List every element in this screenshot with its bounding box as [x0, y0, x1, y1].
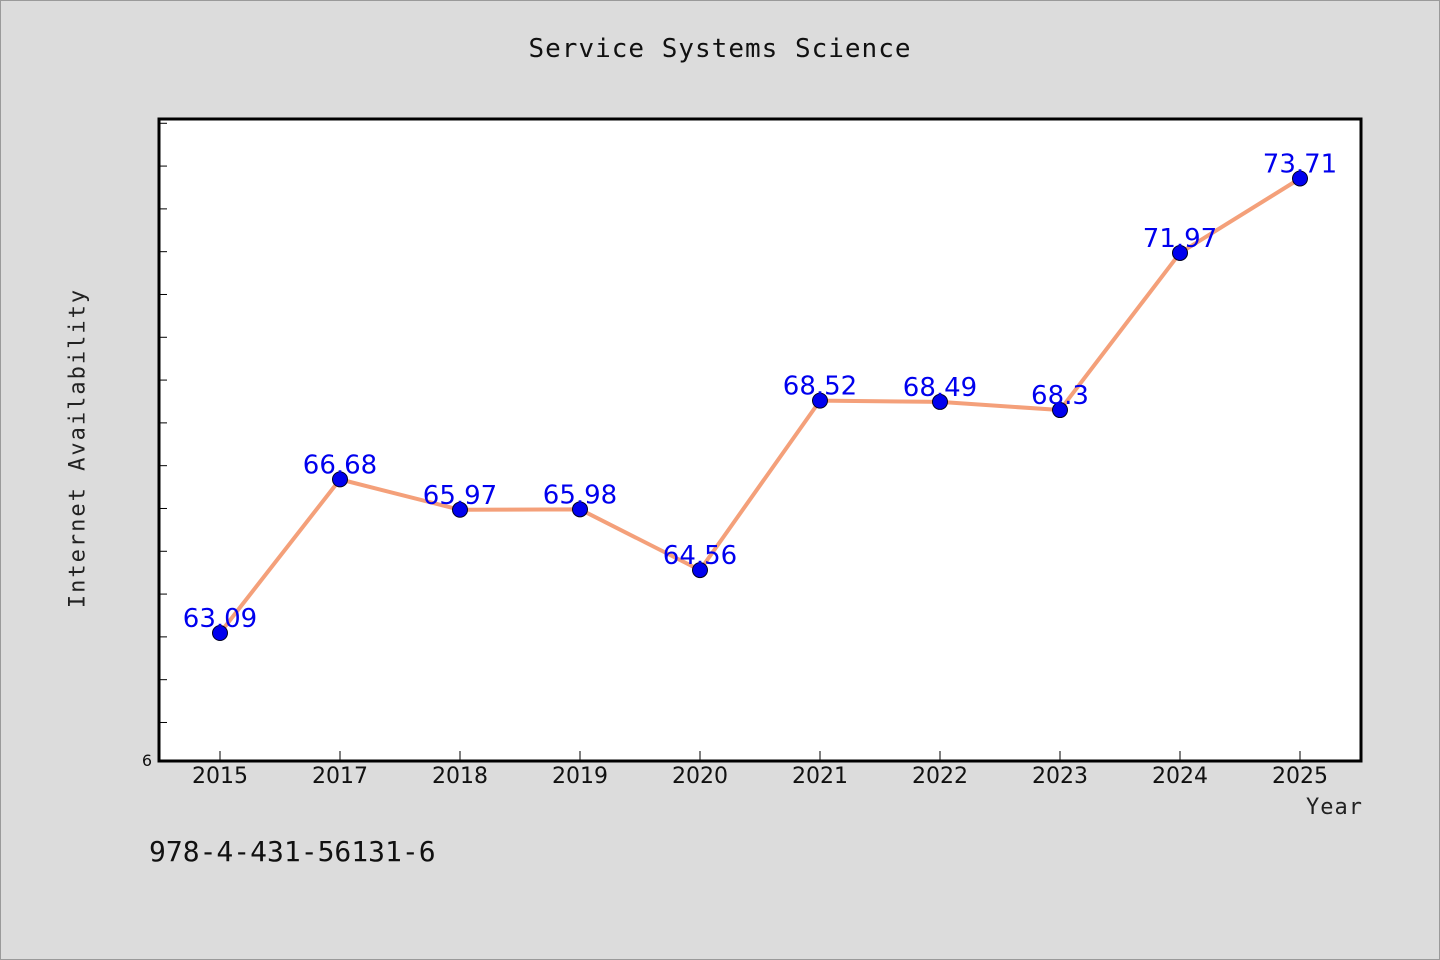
data-label: 71.97 [1143, 224, 1217, 254]
data-point [1292, 170, 1308, 187]
x-tick-label: 2018 [432, 764, 488, 789]
y-axis-ticks: 6 [142, 122, 167, 770]
data-point [692, 562, 708, 579]
x-tick-label: 2025 [1272, 764, 1328, 789]
data-point [452, 501, 468, 518]
x-tick-label: 2017 [312, 764, 368, 789]
x-axis-title: Year [1306, 795, 1363, 820]
data-label: 64.56 [663, 541, 737, 571]
chart-title: Service Systems Science [528, 34, 912, 64]
x-tick-label: 2019 [552, 764, 608, 789]
data-label: 65.97 [423, 481, 497, 511]
isbn-text: 978-4-431-56131-6 [149, 835, 436, 868]
data-label: 66.68 [303, 450, 377, 480]
data-label: 73.71 [1263, 149, 1337, 179]
x-tick-label: 2015 [192, 764, 248, 789]
x-tick-label: 2024 [1152, 764, 1208, 789]
data-point [332, 471, 348, 488]
data-point [932, 393, 948, 410]
y-tick-label: 6 [142, 751, 152, 770]
data-label: 68.49 [903, 373, 977, 403]
x-tick-label: 2022 [912, 764, 968, 789]
series-group [212, 170, 1308, 642]
data-label: 65.98 [543, 480, 617, 510]
x-axis-ticks: 2015 2017 2018 2019 2020 2021 2022 2023 2024 2025 [192, 751, 1328, 789]
data-label: 68.3 [1031, 381, 1089, 411]
data-labels: 63.09 66.68 65.97 65.98 64.56 68.52 68.49 68.3 7… [183, 149, 1337, 634]
data-point [1052, 402, 1068, 419]
data-point [1172, 244, 1188, 261]
x-tick-label: 2023 [1032, 764, 1088, 789]
x-tick-label: 2020 [672, 764, 728, 789]
plot-area [157, 117, 1363, 763]
data-label: 63.09 [183, 604, 257, 634]
data-point [812, 392, 828, 409]
data-point [572, 501, 588, 518]
data-point [212, 625, 228, 642]
x-tick-label: 2021 [792, 764, 848, 789]
series-line [218, 176, 1302, 635]
data-label: 68.52 [783, 372, 857, 402]
